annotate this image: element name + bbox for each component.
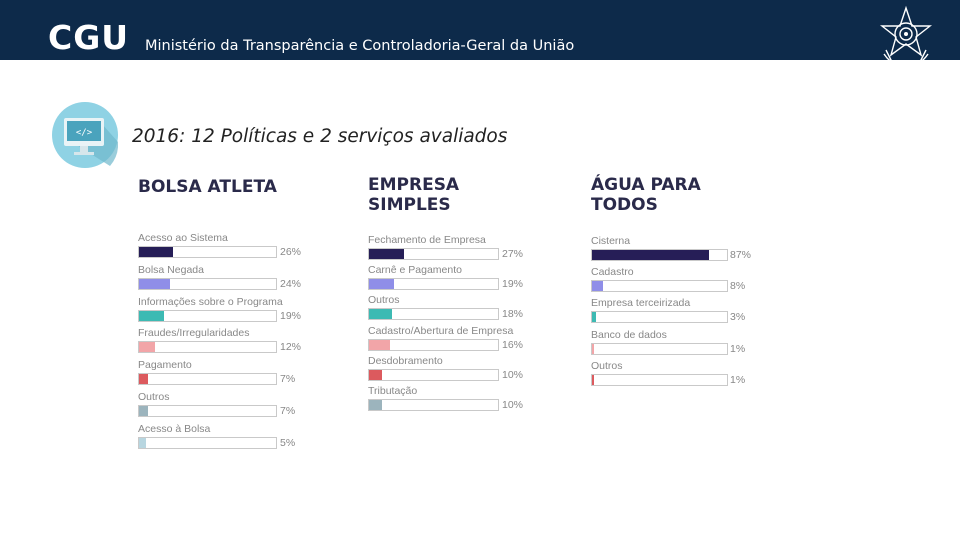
svg-text:</>: </>	[76, 128, 93, 138]
bar-label: Acesso à Bolsa	[138, 422, 211, 435]
bar	[139, 342, 155, 353]
bar	[139, 310, 164, 321]
bar	[369, 279, 394, 290]
bar	[139, 406, 149, 416]
bar-value-label: 1%	[730, 373, 746, 386]
bar-label: Banco de dados	[591, 328, 667, 341]
bar	[592, 312, 597, 323]
bar-label: Acesso ao Sistema	[138, 232, 228, 244]
bar-label: Outros	[138, 391, 170, 403]
bar-label: Desdobramento	[368, 354, 443, 367]
bar	[592, 250, 710, 260]
bar	[369, 369, 382, 380]
bar-value-label: 19%	[280, 309, 302, 322]
chart-title-line: BOLSA ATLETA	[138, 177, 277, 197]
header-bar	[0, 0, 960, 60]
bar-label: Fraudes/Irregularidades	[138, 327, 250, 340]
bar-value-label: 24%	[280, 277, 302, 290]
bar-value-label: 1%	[730, 342, 746, 355]
bar-track	[591, 373, 728, 386]
ministry-name: Ministério da Transparência e Controlado…	[145, 38, 575, 54]
bar-label: Bolsa Negada	[138, 263, 204, 276]
bar	[369, 339, 390, 350]
bar-value-label: 18%	[502, 308, 524, 321]
bar-value-label: 7%	[280, 405, 296, 417]
bar-track	[138, 436, 277, 449]
bar-value-label: 3%	[730, 311, 746, 324]
chart-title-line: EMPRESA	[368, 175, 460, 195]
computer-code-icon: </>	[52, 102, 118, 168]
bar-value-label: 10%	[502, 399, 524, 411]
headline-text: 12 Políticas e 2 serviços avaliados	[185, 126, 508, 147]
bar-track	[368, 338, 499, 351]
bar-track	[368, 278, 499, 291]
chart-title-agua-para-todos: ÁGUA PARA TODOS	[591, 175, 701, 215]
bar	[592, 281, 603, 292]
bar-track	[138, 373, 277, 386]
bar-label: Cadastro/Abertura de Empresa	[368, 324, 514, 337]
bar-track	[591, 280, 728, 293]
bar-track	[368, 368, 499, 381]
bar-label: Tributação	[368, 385, 418, 397]
bar-label: Outros	[591, 359, 623, 372]
bar-label: Pagamento	[138, 359, 192, 372]
bar-value-label: 7%	[280, 373, 296, 386]
bar-track	[138, 309, 277, 322]
bar-value-label: 26%	[280, 246, 302, 258]
bar-track	[138, 246, 277, 258]
chart-title-line: TODOS	[591, 195, 658, 215]
bar-value-label: 19%	[502, 278, 524, 291]
page-headline: 2016: 12 Políticas e 2 serviços avaliado…	[132, 125, 507, 149]
coat-of-arms-icon	[879, 5, 933, 71]
bar	[369, 309, 393, 320]
bar	[369, 249, 405, 259]
bar-track	[591, 311, 728, 324]
bar-label: Outros	[368, 294, 400, 307]
bar-label: Empresa terceirizada	[591, 297, 691, 310]
bar-label: Cadastro	[591, 266, 634, 279]
bar-track	[138, 341, 277, 354]
bar	[592, 343, 594, 354]
bar	[139, 374, 149, 385]
cgu-logo: CGU	[48, 18, 130, 57]
bar-value-label: 27%	[502, 248, 524, 260]
bar-label: Cisterna	[591, 235, 631, 247]
bar	[369, 400, 382, 410]
chart-title-line: ÁGUA PARA	[591, 175, 701, 195]
bar-track	[138, 405, 277, 417]
bar-track	[591, 342, 728, 355]
bar-value-label: 10%	[502, 368, 524, 381]
bar	[139, 278, 171, 289]
bar	[592, 374, 594, 385]
chart-title-bolsa-atleta: BOLSA ATLETA	[138, 177, 277, 197]
bar-track	[138, 277, 277, 290]
bar-track	[591, 249, 728, 261]
bar	[139, 247, 173, 257]
bar-value-label: 8%	[730, 280, 746, 293]
bar-label: Carnê e Pagamento	[368, 264, 462, 277]
chart-title-empresa-simples: EMPRESA SIMPLES	[368, 175, 459, 215]
bar-label: Informações sobre o Programa	[138, 295, 283, 308]
bar-value-label: 5%	[280, 436, 296, 449]
bar-track	[368, 308, 499, 321]
bar	[139, 437, 146, 448]
bar-track	[368, 248, 499, 260]
bar-label: Fechamento de Empresa	[368, 234, 486, 246]
bar-track	[368, 399, 499, 411]
headline-year: 2016:	[132, 126, 186, 147]
chart-title-line: SIMPLES	[368, 195, 451, 215]
bar-value-label: 16%	[502, 338, 524, 351]
bar-value-label: 87%	[730, 249, 752, 261]
bar-value-label: 12%	[280, 341, 302, 354]
